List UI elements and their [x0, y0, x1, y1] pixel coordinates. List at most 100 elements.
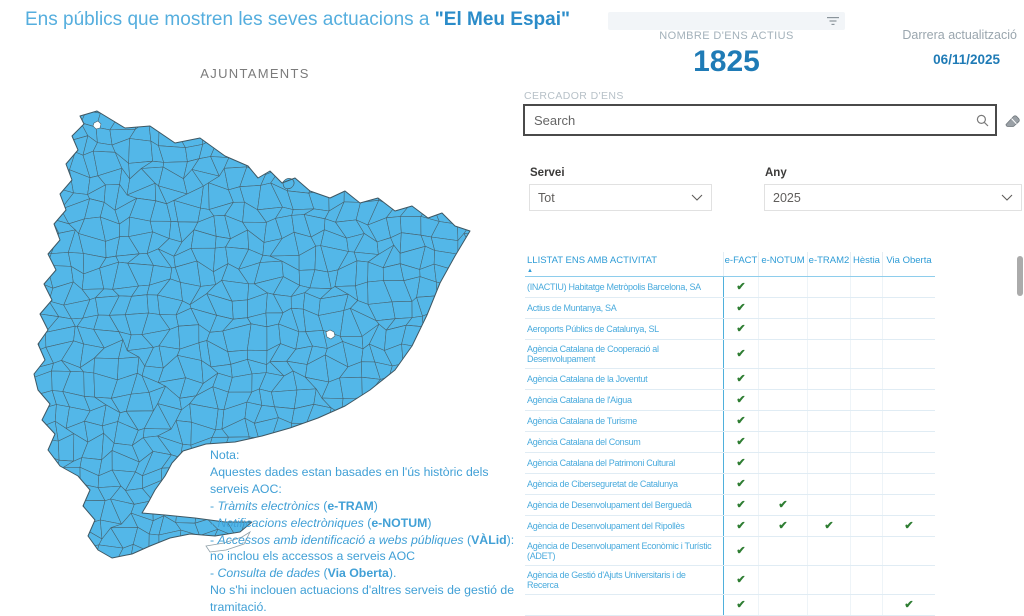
check-cell — [807, 340, 850, 368]
check-icon: ✔ — [778, 498, 788, 511]
table-header-via oberta[interactable]: Via Oberta — [882, 252, 935, 276]
catalonia-municipalities-map[interactable] — [28, 103, 478, 575]
check-cell: ✔ — [807, 516, 850, 536]
check-cell: ✔ — [723, 432, 758, 452]
check-cell: ✔ — [723, 390, 758, 410]
check-cell — [882, 537, 935, 565]
check-cell — [807, 319, 850, 339]
table-header-e-notum[interactable]: e-NOTUM — [758, 252, 807, 276]
note-line: - Tràmits electrònics (e-TRAM) — [210, 498, 378, 513]
table-header-e-fact[interactable]: e-FACT — [723, 252, 758, 276]
table-row[interactable]: Agència Catalana de l'Aigua ✔ — [525, 390, 935, 411]
check-cell: ✔ — [723, 319, 758, 339]
check-cell — [850, 595, 882, 615]
check-cell: ✔ — [723, 340, 758, 368]
servei-dropdown-value: Tot — [538, 190, 555, 205]
check-icon: ✔ — [778, 519, 788, 532]
note-line: No s'hi inclouen actuacions d'altres ser… — [210, 583, 515, 615]
top-slicer-bar[interactable] — [608, 12, 845, 30]
any-dropdown[interactable]: 2025 — [764, 184, 1022, 211]
entity-name: Agència de Desenvolupament del Berguedà — [527, 499, 692, 510]
table-body: (INACTIU) Habitatge Metròpolis Barcelona… — [525, 277, 935, 616]
note-line: Aquestes dades estan basades en l'ús his… — [210, 464, 489, 496]
entity-name: Agència Catalana de l'Aigua — [527, 394, 632, 405]
table-row[interactable]: Agència de Desenvolupament del Ripollès ✔… — [525, 516, 935, 537]
kpi-label: NOMBRE D'ENS ACTIUS — [659, 30, 794, 42]
table-scrollbar-thumb[interactable] — [1017, 256, 1023, 296]
entity-name: Agència de Ciberseguretat de Catalunya — [527, 478, 678, 489]
chevron-down-icon — [1001, 194, 1013, 201]
table-row[interactable]: Agència de Desenvolupament del Berguedà ✔… — [525, 495, 935, 516]
search-icon[interactable] — [969, 114, 995, 127]
table-row[interactable]: ✔ ✔ — [525, 595, 935, 616]
search-input[interactable] — [525, 112, 969, 128]
search-section-label: CERCADOR D'ENS — [524, 90, 624, 102]
table-header-e-tram2[interactable]: e-TRAM2 — [807, 252, 850, 276]
check-cell — [807, 537, 850, 565]
table-row[interactable]: Agència Catalana de Turisme ✔ — [525, 411, 935, 432]
check-cell: ✔ — [758, 495, 807, 515]
table-row[interactable]: Actius de Muntanya, SA ✔ — [525, 298, 935, 319]
search-box[interactable] — [523, 104, 997, 136]
entity-name — [525, 595, 723, 615]
data-note: Nota: Aquestes dades estan basades en l'ú… — [210, 447, 525, 616]
check-cell — [850, 566, 882, 594]
entity-name: (INACTIU) Habitatge Metròpolis Barcelona… — [527, 281, 701, 292]
llivia-exclave — [282, 178, 295, 190]
check-cell — [850, 495, 882, 515]
check-icon: ✔ — [736, 414, 746, 427]
table-row[interactable]: Agència Catalana de la Joventut ✔ — [525, 369, 935, 390]
check-icon: ✔ — [736, 301, 746, 314]
note-line: Nota: — [210, 448, 240, 462]
table-row[interactable]: Agència Catalana del Consum ✔ — [525, 432, 935, 453]
table-row[interactable]: (INACTIU) Habitatge Metròpolis Barcelona… — [525, 277, 935, 298]
check-cell — [850, 537, 882, 565]
check-cell — [807, 474, 850, 494]
check-cell — [850, 277, 882, 297]
entities-table: LLISTAT ENS AMB ACTIVITAT ▲ e-FACT e-NOTU… — [525, 252, 935, 616]
note-line: - Notificacions electròniques (e-NOTUM) — [210, 515, 432, 530]
check-icon: ✔ — [736, 393, 746, 406]
entity-name: Agència de Desenvolupament del Ripollès — [527, 520, 685, 531]
check-cell — [758, 537, 807, 565]
table-row[interactable]: Agència de Ciberseguretat de Catalunya ✔ — [525, 474, 935, 495]
table-row[interactable]: Aeroports Públics de Catalunya, SL ✔ — [525, 319, 935, 340]
check-cell — [882, 277, 935, 297]
check-cell: ✔ — [723, 369, 758, 389]
check-cell: ✔ — [723, 411, 758, 431]
kpi-value: 1825 — [693, 45, 760, 78]
check-cell — [758, 340, 807, 368]
check-cell — [882, 432, 935, 452]
table-header-hèstia[interactable]: Hèstia — [850, 252, 882, 276]
table-row[interactable]: Agència de Gestió d'Ajuts Universitaris … — [525, 566, 935, 595]
table-header-entities[interactable]: LLISTAT ENS AMB ACTIVITAT ▲ — [525, 252, 723, 276]
check-cell: ✔ — [723, 453, 758, 473]
table-row[interactable]: Agència Catalana de Cooperació al Desenv… — [525, 340, 935, 369]
check-cell — [807, 432, 850, 452]
check-cell: ✔ — [723, 566, 758, 594]
check-icon: ✔ — [824, 519, 834, 532]
check-cell — [850, 516, 882, 536]
check-cell — [850, 453, 882, 473]
table-row[interactable]: Agència Catalana del Patrimoni Cultural ✔ — [525, 453, 935, 474]
check-cell — [758, 369, 807, 389]
entity-name: Agència Catalana de Cooperació al Desenv… — [527, 343, 659, 365]
check-cell — [850, 390, 882, 410]
entity-name: Agència Catalana del Patrimoni Cultural — [527, 457, 675, 468]
check-icon: ✔ — [904, 598, 914, 611]
check-cell — [882, 390, 935, 410]
check-cell — [758, 453, 807, 473]
check-cell — [850, 319, 882, 339]
page-title: Ens públics que mostren les seves actuac… — [25, 9, 570, 31]
check-icon: ✔ — [736, 598, 746, 611]
table-row[interactable]: Agència de Desenvolupament Econòmic i Tu… — [525, 537, 935, 566]
check-icon: ✔ — [736, 322, 746, 335]
any-filter-label: Any — [765, 167, 787, 179]
check-icon: ✔ — [736, 456, 746, 469]
eraser-icon[interactable] — [1004, 111, 1022, 129]
check-cell — [758, 566, 807, 594]
table-header-row: LLISTAT ENS AMB ACTIVITAT ▲ e-FACT e-NOTU… — [525, 252, 935, 277]
servei-dropdown[interactable]: Tot — [529, 184, 712, 211]
check-cell — [807, 298, 850, 318]
entity-name: Agència Catalana del Consum — [527, 436, 641, 447]
